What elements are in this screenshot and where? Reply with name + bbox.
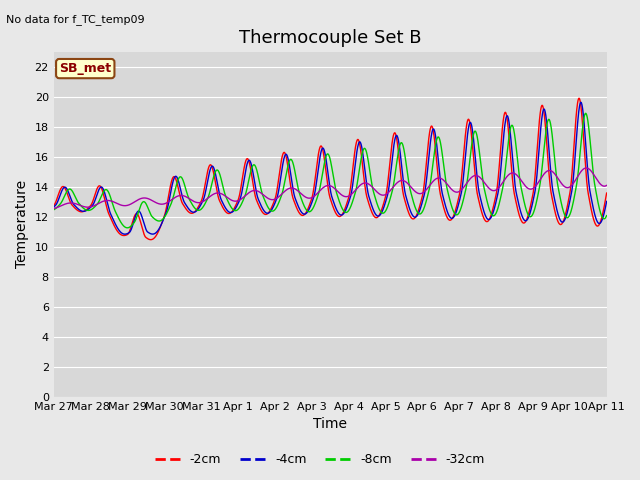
Title: Thermocouple Set B: Thermocouple Set B (239, 29, 421, 48)
Legend: -2cm, -4cm, -8cm, -32cm: -2cm, -4cm, -8cm, -32cm (150, 448, 490, 471)
Y-axis label: Temperature: Temperature (15, 180, 29, 268)
Text: SB_met: SB_met (59, 62, 111, 75)
Text: No data for f_TC_temp09: No data for f_TC_temp09 (6, 14, 145, 25)
X-axis label: Time: Time (313, 418, 347, 432)
